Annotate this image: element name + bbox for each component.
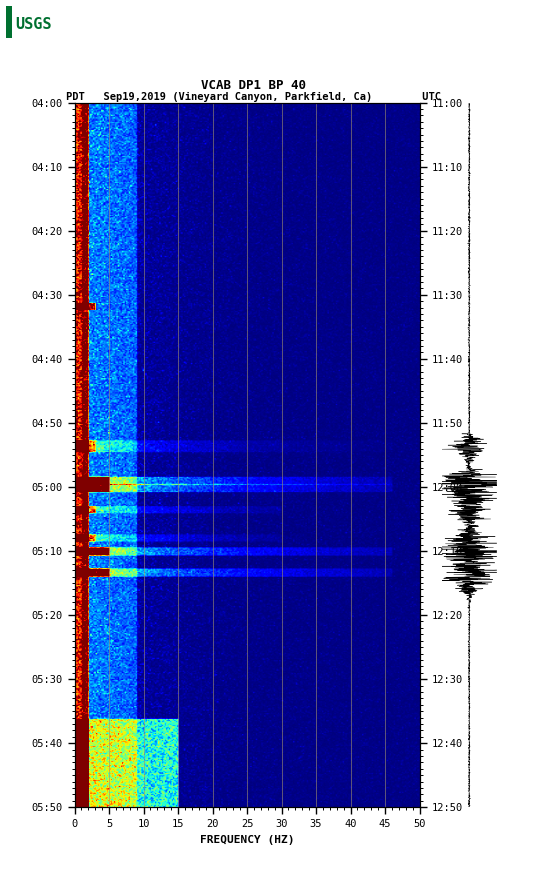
X-axis label: FREQUENCY (HZ): FREQUENCY (HZ): [200, 835, 294, 845]
Bar: [6, 6, 12, 38]
Text: VCAB DP1 BP 40: VCAB DP1 BP 40: [201, 79, 306, 92]
Text: PDT   Sep19,2019 (Vineyard Canyon, Parkfield, Ca)        UTC: PDT Sep19,2019 (Vineyard Canyon, Parkfie…: [66, 92, 442, 103]
Text: USGS: USGS: [15, 17, 52, 31]
